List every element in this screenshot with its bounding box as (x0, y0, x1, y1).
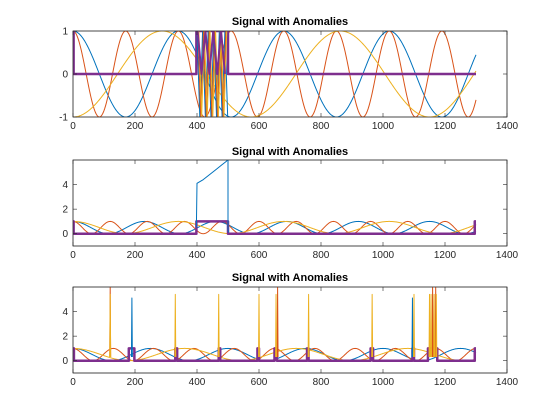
yellow-spike (371, 293, 374, 358)
y-tick-label: 4 (62, 180, 68, 191)
yellow-spike (109, 293, 112, 358)
yellow-spike (174, 293, 177, 358)
yellow-spike (428, 293, 431, 358)
subplot-3: Signal with Anomalies 0 200 400 600 800 1000 1… (62, 272, 518, 388)
y-tick-label: 4 (62, 307, 68, 318)
yellow-series-line (73, 220, 477, 235)
purple-anomaly-indicator (73, 220, 477, 235)
x-tick-label: 400 (189, 121, 206, 132)
y-tick-label: 0 (62, 70, 68, 81)
subplot-2: Signal with Anomalies 0 200 400 600 800 1000 1… (62, 146, 518, 261)
x-tick-label: 1200 (434, 250, 457, 261)
red-spike (276, 287, 279, 358)
series-layer (73, 160, 477, 235)
x-tick-label: 800 (313, 377, 330, 388)
x-tick-label: 800 (313, 250, 330, 261)
x-tick-label: 0 (70, 121, 76, 132)
series-layer (73, 31, 477, 117)
x-tick-label: 600 (251, 250, 268, 261)
x-tick-label: 1000 (372, 121, 395, 132)
chart-title: Signal with Anomalies (232, 272, 348, 284)
y-tick-label: 2 (62, 332, 68, 343)
purple-anomaly-oscillation (196, 31, 226, 75)
yellow-spike (307, 293, 310, 358)
x-tick-label: 600 (251, 377, 268, 388)
y-tick-label: 0 (62, 229, 68, 240)
yellow-spike (217, 293, 220, 358)
axes-frame (72, 286, 508, 374)
yellow-spike (413, 293, 415, 358)
yellow-spike (430, 293, 433, 358)
x-tick-label: 800 (313, 121, 330, 132)
x-tick-label: 1000 (372, 250, 395, 261)
purple-anomaly-indicator (73, 31, 476, 76)
blue-anomaly-trace (195, 160, 230, 233)
y-tick-label: 1 (62, 27, 68, 38)
x-tick-label: 1200 (434, 121, 457, 132)
x-tick-label: 1400 (496, 377, 519, 388)
x-tick-label: 1200 (434, 377, 457, 388)
x-tick-label: 600 (251, 121, 268, 132)
y-tick-label: -1 (59, 113, 68, 124)
chart-title: Signal with Anomalies (232, 16, 348, 28)
x-tick-label: 0 (70, 377, 76, 388)
series-layer (73, 287, 477, 362)
yellow-spike (275, 293, 278, 358)
yellow-spike (435, 293, 438, 358)
x-tick-label: 1000 (372, 377, 395, 388)
x-tick-label: 1400 (496, 250, 519, 261)
x-tick-label: 200 (127, 250, 144, 261)
x-tick-label: 200 (127, 377, 144, 388)
yellow-spike (258, 293, 260, 358)
red-series-line (73, 31, 477, 117)
y-tick-label: 2 (62, 205, 68, 216)
yellow-series-line (73, 31, 477, 117)
x-tick-label: 1400 (496, 121, 519, 132)
blue-series-line (73, 220, 477, 235)
x-tick-label: 400 (189, 250, 206, 261)
yellow-spike (433, 293, 436, 358)
red-spike (431, 287, 434, 358)
blue-spike (130, 297, 133, 358)
x-tick-label: 0 (70, 250, 76, 261)
blue-series-line (73, 31, 477, 117)
subplot-1: Signal with Anomalies 0 200 400 600 800 1000 1… (59, 16, 518, 132)
x-tick-label: 400 (189, 377, 206, 388)
x-tick-label: 200 (127, 121, 144, 132)
chart-title: Signal with Anomalies (232, 146, 348, 158)
blue-spike (411, 297, 414, 358)
axes-frame (72, 159, 508, 247)
y-tick-label: 0 (62, 356, 68, 367)
